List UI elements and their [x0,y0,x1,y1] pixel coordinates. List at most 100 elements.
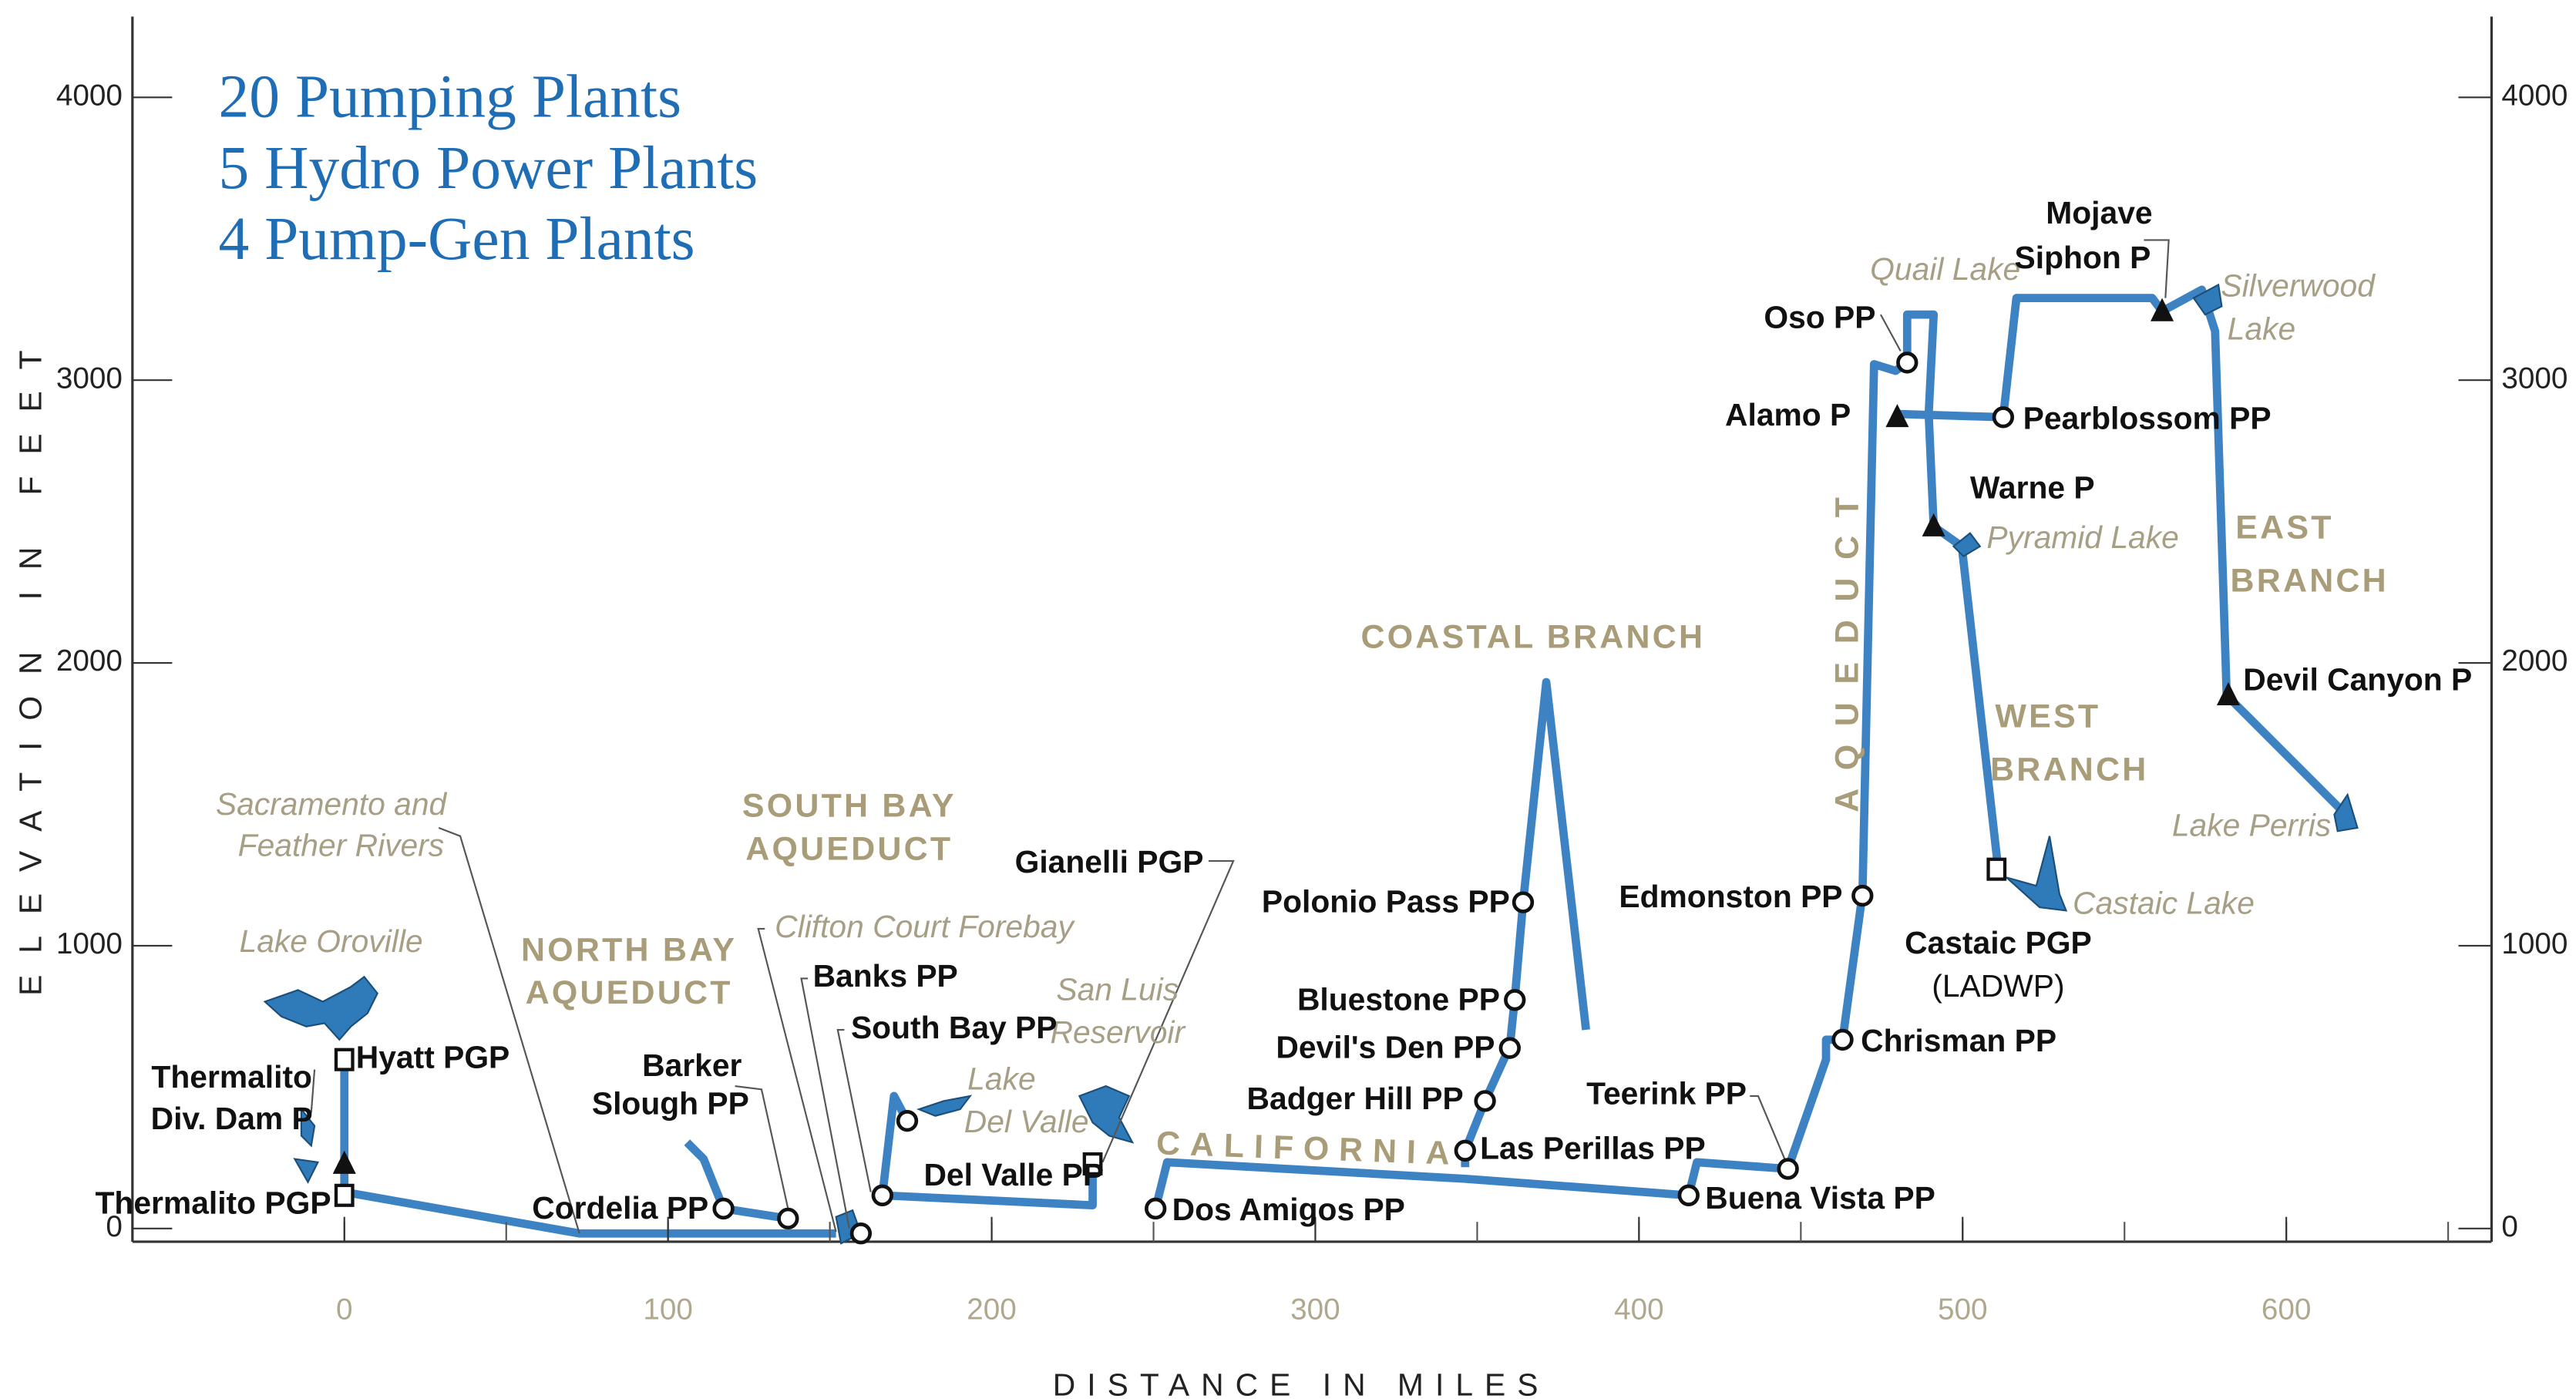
region-label: AQUEDUCT [1828,479,1865,812]
plant-label: Hyatt PGP [356,1039,510,1074]
region-label: NORTH BAY [521,931,737,968]
plant-label: Del Valle PP [923,1157,1104,1192]
plant-marker [1896,351,1919,374]
plant-label: Barker [642,1048,742,1083]
plant-marker [1777,1158,1799,1180]
water-body-label: Feather Rivers [238,828,445,863]
water-body-label: Sacramento and [216,786,448,822]
plant-label: Alamo P [1725,397,1851,432]
x-tick-label: 300 [1290,1293,1340,1326]
plant-label: Banks PP [813,958,958,994]
plant-label: Las Perillas PP [1480,1131,1706,1166]
water-body-label: Pyramid Lake [1986,520,2178,555]
water-body-label: Quail Lake [1870,251,2020,287]
x-tick-label: 0 [336,1293,352,1326]
water-body-label: Castaic Lake [2073,886,2255,921]
water-body-label: Lake [2228,311,2295,346]
markers [332,298,2240,1245]
legend-entry: 4 Pump-Gen Plants [219,205,695,273]
y-tick-label: 1000 [2501,927,2568,960]
plant-marker [1454,1139,1476,1162]
plant-marker [1504,989,1526,1011]
plant-label: (LADWP) [1932,968,2064,1004]
pump-marker [1885,404,1909,428]
plant-label: Slough PP [592,1086,749,1122]
plant-label: Pearblossom PP [2023,400,2272,436]
water-body-label: Clifton Court Forebay [775,909,1075,944]
plant-marker [896,1109,919,1132]
y-tick-label: 0 [106,1210,122,1243]
y-axis-title: ELEVATION IN FEET [13,328,49,995]
plant-label: Div. Dam P [151,1101,313,1136]
y-tick-label: 2000 [2501,644,2568,678]
pump-gen-marker [1082,1152,1103,1176]
plant-label: Devil Canyon P [2243,662,2472,698]
legend-entry: 5 Hydro Power Plants [219,134,758,202]
pump-gen-marker [334,1048,355,1071]
water-body-label: Lake Oroville [240,923,423,959]
plant-label: Buena Vista PP [1705,1180,1935,1216]
plant-label: Edmonston PP [1619,879,1842,914]
plant-marker [1992,406,2015,429]
pump-marker [332,1150,356,1174]
water-body-label: Lake [967,1061,1035,1096]
region-label: EAST [2235,509,2333,546]
plant-marker [1498,1037,1521,1059]
region-label: COASTAL BRANCH [1361,618,1706,655]
plant-label: Teerink PP [1586,1076,1747,1111]
x-tick-label: 500 [1938,1293,1987,1326]
plant-label: Castaic PGP [1905,925,2092,960]
plant-label: Badger Hill PP [1247,1081,1464,1116]
pump-marker [1922,513,1945,536]
plant-marker [1144,1197,1167,1220]
y-tick-label: 2000 [56,644,123,678]
x-tick-label: 100 [643,1293,692,1326]
plant-label: Oso PP [1764,299,1875,335]
water-body-label: Del Valle [964,1104,1089,1139]
region-label: AQUEDUCT [526,974,733,1011]
leaders [310,239,2170,1234]
lakes [263,283,2359,1245]
y-tick-label: 3000 [56,362,123,395]
water-body-label: Reservoir [1050,1014,1185,1050]
y-tick-label: 3000 [2501,362,2568,395]
plant-marker [1831,1028,1854,1051]
y-tick-label: 1000 [56,927,123,960]
plant-marker [1512,891,1535,913]
region-label: BRANCH [1990,751,2148,788]
plant-label: Cordelia PP [532,1190,708,1226]
plant-marker [712,1197,735,1220]
plant-label: Thermalito PGP [96,1185,331,1220]
plant-marker [871,1184,893,1206]
x-tick-label: 600 [2262,1293,2311,1326]
region-label: SOUTH BAY [742,788,957,825]
plant-label: Devil's Den PP [1276,1030,1495,1065]
plant-marker [1677,1184,1700,1206]
pump-marker [2216,681,2240,706]
plant-marker [1851,884,1874,907]
region-label: BRANCH [2231,562,2389,599]
plant-label: Mojave [2046,195,2152,230]
plant-label: Siphon P [2015,240,2151,275]
region-label: WEST [1995,698,2100,735]
plant-label: South Bay PP [851,1010,1057,1045]
pump-gen-marker [334,1183,355,1207]
x-axis-title: DISTANCE IN MILES [1053,1367,1550,1399]
pump-marker [2151,298,2174,321]
plant-marker [777,1207,799,1230]
plant-label: Dos Amigos PP [1172,1192,1405,1227]
plant-label: Thermalito [151,1059,312,1095]
plant-label: Polonio Pass PP [1262,884,1510,920]
plant-label: Chrisman PP [1861,1023,2056,1058]
y-tick-label: 4000 [2501,79,2568,113]
region-label: AQUEDUCT [745,830,953,867]
x-tick-label: 400 [1614,1293,1663,1326]
pump-gen-marker [1986,857,2007,881]
plant-marker [1474,1090,1496,1112]
plant-label: Warne P [1970,470,2095,506]
plant-marker [849,1222,873,1245]
water-body-label: Silverwood [2221,268,2376,304]
x-tick-label: 200 [967,1293,1016,1326]
